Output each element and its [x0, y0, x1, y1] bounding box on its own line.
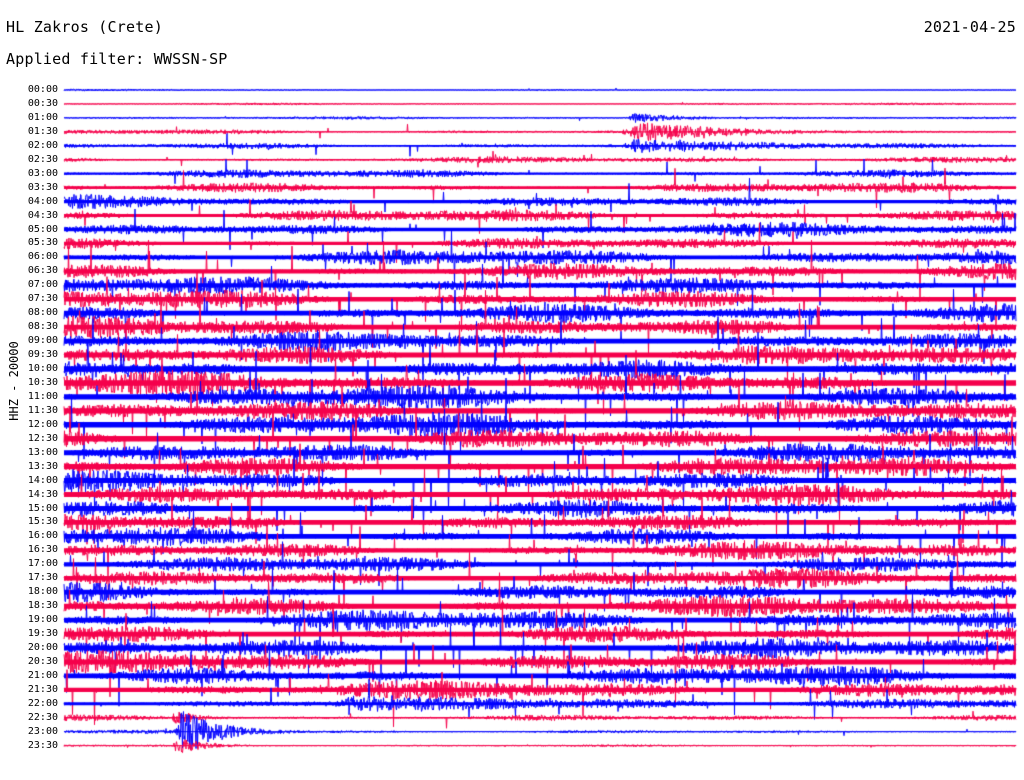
helicorder-page: HL Zakros (Crete) 2021-04-25 Applied fil…	[0, 0, 1024, 780]
seismogram-traces	[0, 0, 1024, 780]
